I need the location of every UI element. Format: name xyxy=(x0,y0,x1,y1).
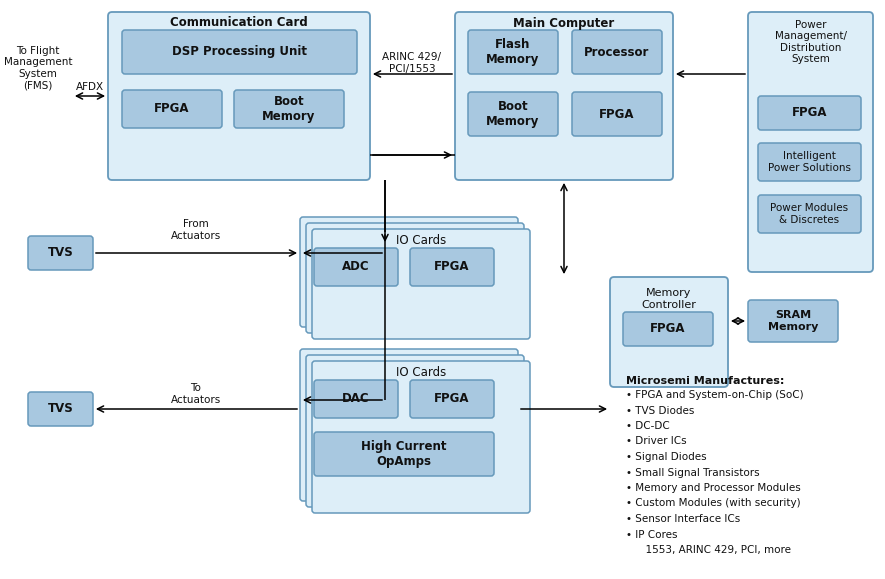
FancyBboxPatch shape xyxy=(122,30,357,74)
FancyBboxPatch shape xyxy=(234,90,344,128)
Text: • Sensor Interface ICs: • Sensor Interface ICs xyxy=(626,514,740,524)
FancyBboxPatch shape xyxy=(572,30,662,74)
Text: ARINC 429/
PCI/1553: ARINC 429/ PCI/1553 xyxy=(382,52,442,74)
FancyBboxPatch shape xyxy=(758,96,861,130)
FancyBboxPatch shape xyxy=(314,248,398,286)
FancyBboxPatch shape xyxy=(122,90,222,128)
FancyBboxPatch shape xyxy=(758,195,861,233)
Text: • Memory and Processor Modules: • Memory and Processor Modules xyxy=(626,483,801,493)
Text: AFDX: AFDX xyxy=(76,82,104,92)
FancyBboxPatch shape xyxy=(314,380,398,418)
Text: Microsemi Manufactures:: Microsemi Manufactures: xyxy=(626,376,784,386)
FancyBboxPatch shape xyxy=(748,12,873,272)
Text: Intelligent
Power Solutions: Intelligent Power Solutions xyxy=(768,151,851,173)
Text: Power
Management/
Distribution
System: Power Management/ Distribution System xyxy=(774,20,846,64)
Text: IO Cards: IO Cards xyxy=(396,233,446,247)
Text: IO Cards: IO Cards xyxy=(396,365,446,379)
FancyBboxPatch shape xyxy=(623,312,713,346)
Text: SRAM
Memory: SRAM Memory xyxy=(768,310,819,332)
FancyBboxPatch shape xyxy=(748,300,838,342)
Text: FPGA: FPGA xyxy=(599,108,635,120)
Text: • DC-DC: • DC-DC xyxy=(626,421,670,431)
FancyBboxPatch shape xyxy=(572,92,662,136)
Text: • Small Signal Transistors: • Small Signal Transistors xyxy=(626,467,759,478)
FancyBboxPatch shape xyxy=(28,392,93,426)
FancyBboxPatch shape xyxy=(610,277,728,387)
Text: FPGA: FPGA xyxy=(435,261,470,273)
Text: Flash
Memory: Flash Memory xyxy=(487,38,540,66)
FancyBboxPatch shape xyxy=(314,432,494,476)
Text: High Current
OpAmps: High Current OpAmps xyxy=(361,440,447,468)
Text: • FPGA and System-on-Chip (SoC): • FPGA and System-on-Chip (SoC) xyxy=(626,390,804,400)
Text: Memory
Controller: Memory Controller xyxy=(642,288,696,310)
FancyBboxPatch shape xyxy=(300,349,518,501)
FancyBboxPatch shape xyxy=(410,380,494,418)
Text: Boot
Memory: Boot Memory xyxy=(262,95,316,123)
Text: Boot
Memory: Boot Memory xyxy=(487,100,540,128)
FancyBboxPatch shape xyxy=(468,30,558,74)
Text: FPGA: FPGA xyxy=(650,323,686,335)
Text: FPGA: FPGA xyxy=(435,393,470,405)
Text: 1553, ARINC 429, PCI, more: 1553, ARINC 429, PCI, more xyxy=(626,545,791,555)
Text: To Flight
Management
System
(FMS): To Flight Management System (FMS) xyxy=(4,46,73,90)
Text: • IP Cores: • IP Cores xyxy=(626,530,678,540)
Text: FPGA: FPGA xyxy=(792,107,827,119)
Text: ADC: ADC xyxy=(342,261,370,273)
FancyBboxPatch shape xyxy=(306,355,524,507)
FancyBboxPatch shape xyxy=(312,361,530,513)
Text: Communication Card: Communication Card xyxy=(170,16,308,30)
Text: TVS: TVS xyxy=(48,402,73,416)
Text: FPGA: FPGA xyxy=(154,102,189,115)
Text: TVS: TVS xyxy=(48,247,73,259)
FancyBboxPatch shape xyxy=(108,12,370,180)
Text: • Custom Modules (with security): • Custom Modules (with security) xyxy=(626,499,801,508)
Text: Processor: Processor xyxy=(584,46,650,58)
FancyBboxPatch shape xyxy=(758,143,861,181)
Text: DAC: DAC xyxy=(342,393,370,405)
FancyBboxPatch shape xyxy=(306,223,524,333)
Text: • Signal Diodes: • Signal Diodes xyxy=(626,452,706,462)
FancyBboxPatch shape xyxy=(455,12,673,180)
Text: Power Modules
& Discretes: Power Modules & Discretes xyxy=(771,203,849,225)
Text: • Driver ICs: • Driver ICs xyxy=(626,437,687,446)
Text: To
Actuators: To Actuators xyxy=(171,383,221,405)
FancyBboxPatch shape xyxy=(28,236,93,270)
Text: Main Computer: Main Computer xyxy=(513,16,614,30)
FancyBboxPatch shape xyxy=(468,92,558,136)
FancyBboxPatch shape xyxy=(410,248,494,286)
Text: • TVS Diodes: • TVS Diodes xyxy=(626,405,695,416)
Text: From
Actuators: From Actuators xyxy=(171,219,221,241)
FancyBboxPatch shape xyxy=(312,229,530,339)
Text: DSP Processing Unit: DSP Processing Unit xyxy=(172,46,307,58)
FancyBboxPatch shape xyxy=(300,217,518,327)
